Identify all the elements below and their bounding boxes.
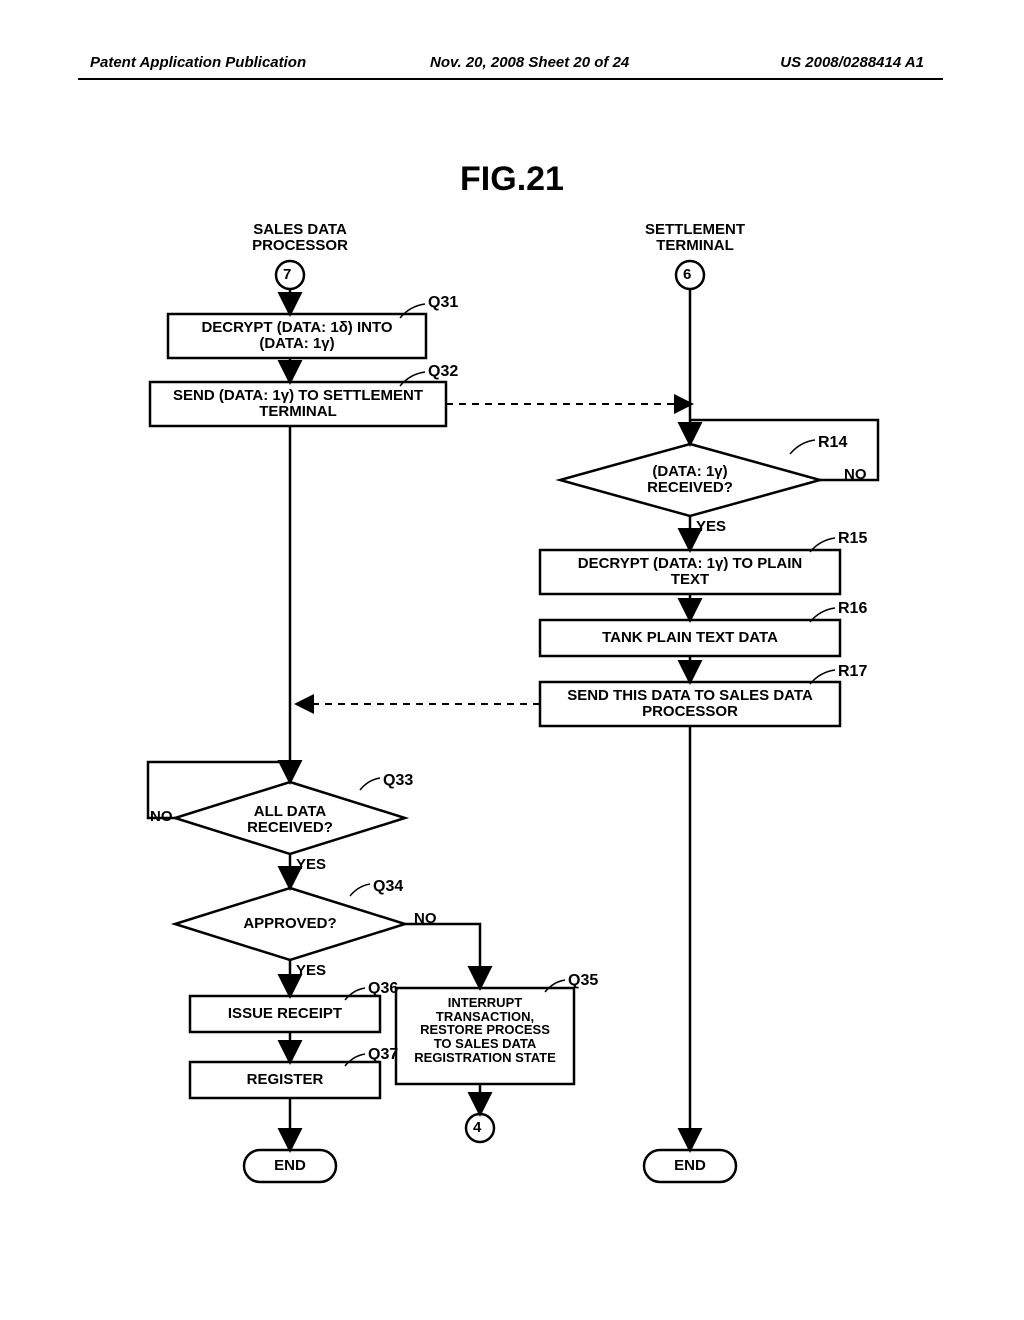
q33-yes: YES — [296, 856, 326, 873]
box-q35: INTERRUPT TRANSACTION, RESTORE PROCESS T… — [396, 996, 574, 1064]
diamond-q33: ALL DATA RECEIVED? — [220, 804, 360, 836]
tag-r16: R16 — [838, 600, 867, 618]
page: Patent Application Publication Nov. 20, … — [0, 0, 1024, 1320]
box-q32: SEND (DATA: 1γ) TO SETTLEMENT TERMINAL — [150, 388, 446, 420]
r14-yes: YES — [696, 518, 726, 535]
connector-4: 4 — [473, 1120, 481, 1136]
tag-r17: R17 — [838, 663, 867, 681]
flowchart-svg — [0, 0, 1024, 1320]
end-right: END — [644, 1158, 736, 1174]
box-r17: SEND THIS DATA TO SALES DATA PROCESSOR — [540, 688, 840, 720]
tag-q36: Q36 — [368, 980, 398, 998]
tag-q33: Q33 — [383, 772, 413, 790]
box-q37: REGISTER — [190, 1072, 380, 1088]
q34-no: NO — [414, 910, 437, 927]
box-r15: DECRYPT (DATA: 1γ) TO PLAIN TEXT — [540, 556, 840, 588]
connector-6: 6 — [683, 267, 691, 283]
box-r16: TANK PLAIN TEXT DATA — [540, 630, 840, 646]
q34-yes: YES — [296, 962, 326, 979]
tag-r14: R14 — [818, 434, 847, 452]
tag-q32: Q32 — [428, 363, 458, 381]
q33-no: NO — [150, 808, 173, 825]
tag-q35: Q35 — [568, 972, 598, 990]
r14-no: NO — [844, 466, 867, 483]
tag-q34: Q34 — [373, 878, 403, 896]
tag-r15: R15 — [838, 530, 867, 548]
end-left: END — [244, 1158, 336, 1174]
diamond-q34: APPROVED? — [220, 916, 360, 932]
connector-7: 7 — [283, 267, 291, 283]
box-q31: DECRYPT (DATA: 1δ) INTO (DATA: 1γ) — [168, 320, 426, 352]
tag-q37: Q37 — [368, 1046, 398, 1064]
box-q36: ISSUE RECEIPT — [190, 1006, 380, 1022]
tag-q31: Q31 — [428, 294, 458, 312]
diamond-r14: (DATA: 1γ) RECEIVED? — [610, 464, 770, 496]
